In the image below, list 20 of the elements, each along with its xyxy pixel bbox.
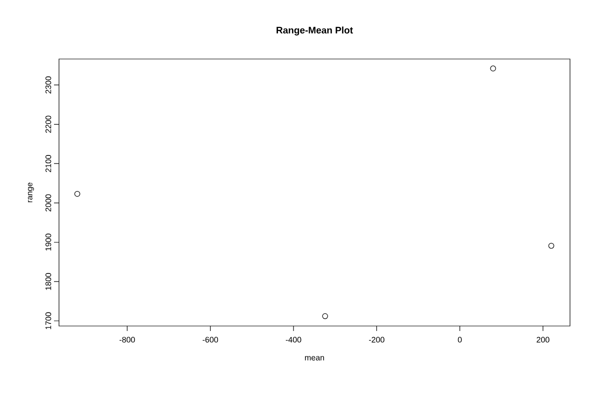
point [74, 190, 80, 197]
point [548, 242, 554, 249]
x-tick-label: -600 [202, 336, 218, 343]
chart-title: Range-Mean Plot [276, 26, 353, 36]
y-tick-label: 2300 [45, 76, 52, 94]
x-tick-label: 200 [536, 336, 550, 343]
y-tick-label: 2100 [45, 155, 52, 172]
y-tick-label: 2000 [45, 194, 52, 212]
x-axis-title: mean [305, 356, 324, 360]
y-tick-label: 1800 [45, 272, 52, 290]
point [322, 313, 328, 320]
point [490, 66, 496, 72]
y-axis-title: range [28, 182, 34, 202]
x-tick-label: 0 [458, 336, 462, 343]
y-tick-label: 2200 [45, 116, 52, 133]
y-tick-label: 1700 [45, 312, 52, 330]
x-tick-label: -400 [286, 336, 302, 343]
x-tick-label: -200 [369, 336, 384, 343]
x-tick-label: -800 [120, 336, 135, 343]
y-tick-label: 1900 [45, 234, 52, 251]
